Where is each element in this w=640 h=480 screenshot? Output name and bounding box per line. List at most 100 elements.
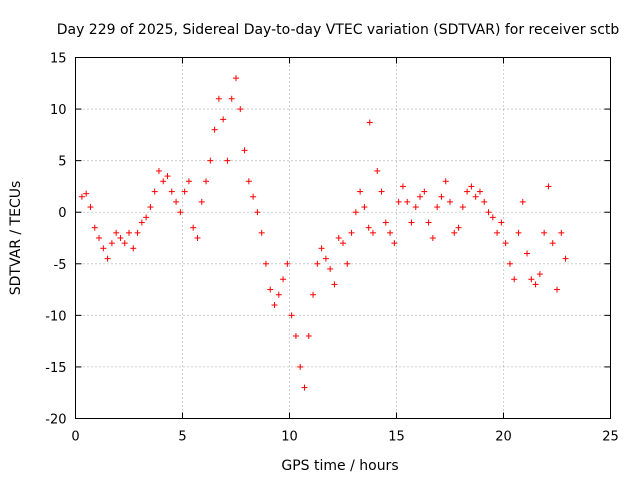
data-point — [91, 224, 98, 231]
data-point — [318, 245, 325, 252]
data-point — [151, 188, 158, 195]
data-point — [489, 214, 496, 221]
y-tick-label: -10 — [45, 309, 66, 324]
data-point — [562, 255, 569, 262]
data-point — [340, 240, 346, 247]
data-point — [395, 198, 402, 205]
data-point — [511, 276, 518, 283]
data-point — [382, 219, 389, 226]
data-point — [78, 193, 85, 200]
y-tick-label: 0 — [58, 206, 66, 221]
data-point — [250, 193, 257, 200]
data-point — [203, 178, 210, 185]
data-point — [310, 291, 317, 298]
data-point — [96, 235, 103, 241]
data-point — [194, 235, 201, 241]
data-point — [258, 229, 265, 236]
data-point — [130, 245, 137, 252]
x-axis-ticks: 0 5 10 15 20 25 — [71, 57, 619, 445]
data-point — [280, 276, 287, 283]
data-point — [554, 286, 560, 293]
data-point — [288, 312, 295, 319]
y-tick-label: 10 — [50, 103, 67, 118]
data-point — [438, 193, 445, 200]
data-point — [348, 229, 355, 236]
data-point — [275, 291, 282, 298]
data-point — [468, 183, 475, 190]
data-point — [108, 240, 115, 247]
data-point — [434, 204, 441, 211]
data-point — [138, 219, 145, 226]
data-point — [331, 281, 338, 288]
data-point — [211, 126, 218, 133]
x-tick-label: 5 — [178, 430, 186, 445]
data-point — [387, 229, 394, 236]
data-point — [502, 240, 509, 247]
y-tick-label: 15 — [50, 52, 67, 67]
data-point — [369, 229, 376, 236]
data-point — [532, 281, 539, 288]
data-point — [147, 204, 154, 211]
y-axis-ticks: -20 -15 -10 -5 0 5 10 15 — [45, 52, 611, 428]
data-point — [524, 250, 531, 257]
data-point — [498, 219, 505, 226]
data-point — [558, 229, 565, 236]
outlier-point — [366, 119, 373, 126]
data-point — [185, 178, 192, 185]
data-point — [83, 190, 90, 197]
data-point — [412, 204, 419, 211]
data-point — [228, 95, 235, 102]
data-point — [168, 188, 175, 195]
data-point — [344, 260, 351, 267]
data-point — [352, 209, 359, 216]
y-axis-label: SDTVAR / TECUs — [8, 181, 24, 296]
data-point — [143, 214, 150, 221]
data-point — [134, 229, 141, 236]
data-point — [284, 260, 291, 267]
data-point — [425, 219, 432, 226]
data-point — [181, 188, 188, 195]
data-point — [177, 209, 184, 216]
data-point — [173, 198, 180, 205]
data-point — [164, 173, 171, 180]
data-point — [237, 106, 244, 113]
data-point — [292, 332, 299, 339]
data-point — [545, 183, 552, 190]
data-point — [215, 95, 222, 102]
data-point — [421, 188, 428, 195]
data-point — [485, 209, 492, 216]
data-point — [451, 229, 458, 236]
data-point — [220, 116, 227, 123]
data-point — [190, 224, 197, 231]
data-point — [442, 178, 449, 185]
data-point — [271, 302, 278, 309]
grid-lines — [75, 57, 611, 419]
x-tick-label: 15 — [388, 430, 405, 445]
data-point — [254, 209, 261, 216]
data-point — [506, 260, 513, 267]
data-point — [494, 229, 501, 236]
y-tick-label: -15 — [45, 361, 66, 376]
data-point — [357, 188, 364, 195]
data-point — [541, 229, 548, 236]
y-tick-label: -20 — [45, 413, 66, 428]
data-point — [207, 157, 214, 164]
data-point — [322, 255, 329, 262]
data-point — [472, 193, 479, 200]
data-point — [417, 193, 424, 200]
data-point — [476, 188, 483, 195]
data-point — [365, 224, 372, 231]
data-point — [198, 198, 205, 205]
data-point — [515, 229, 522, 236]
data-point — [121, 240, 128, 247]
chart-title: Day 229 of 2025, Sidereal Day-to-day VTE… — [57, 22, 620, 38]
data-point — [361, 204, 368, 211]
data-point — [378, 188, 385, 195]
data-point — [536, 271, 543, 278]
data-point — [429, 235, 436, 241]
data-point — [245, 178, 252, 185]
y-tick-label: 5 — [58, 155, 66, 170]
y-tick-label: -5 — [54, 258, 67, 273]
data-point — [335, 235, 342, 241]
